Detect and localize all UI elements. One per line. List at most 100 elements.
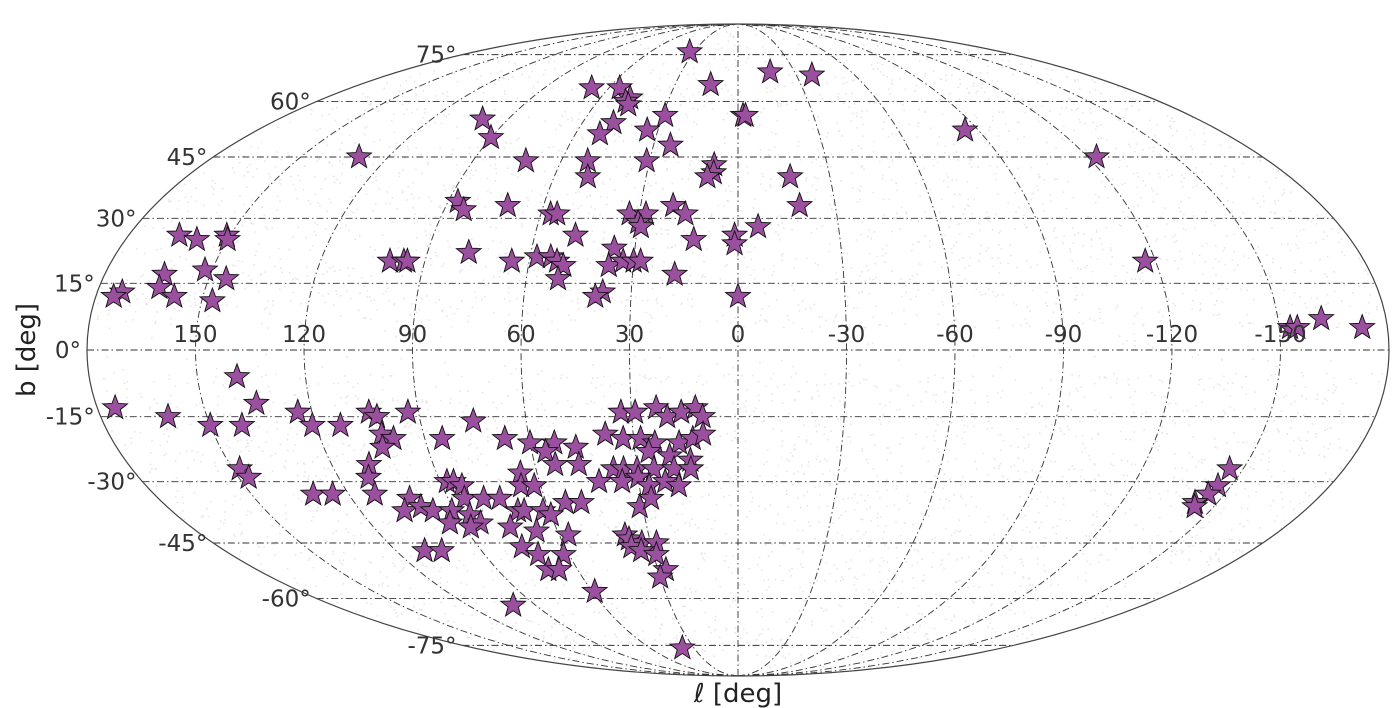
star-point-16 (477, 123, 505, 150)
star-point-162 (407, 492, 435, 519)
star-point-20 (512, 146, 540, 173)
star-point-194 (668, 633, 696, 660)
lon-tick-label: 60 (506, 322, 535, 348)
star-point-83 (242, 389, 270, 416)
star-point-125 (565, 450, 593, 477)
star-point-119 (655, 441, 684, 468)
star-point-43 (680, 225, 708, 252)
star-point-9 (468, 104, 497, 131)
star-point-65 (1131, 246, 1159, 273)
lon-tick-label: 0 (731, 322, 746, 348)
star-point-115 (368, 433, 397, 459)
star-point-175 (554, 520, 582, 547)
star-point-148 (319, 479, 347, 506)
star-point-27 (574, 162, 602, 189)
star-point-157 (637, 484, 665, 511)
star-point-160 (1181, 492, 1209, 519)
lat-tick-label: 30° (96, 206, 137, 232)
star-point-50 (600, 234, 628, 260)
star-point-183 (508, 532, 536, 559)
star-point-1 (578, 73, 606, 100)
star-point-155 (567, 488, 596, 515)
star-point-81 (1348, 313, 1376, 340)
star-point-105 (491, 424, 519, 451)
projection-outline (86, 23, 1390, 677)
star-point-35 (659, 191, 687, 218)
lat-tick-label: -30° (87, 470, 136, 496)
star-point-98 (196, 411, 224, 438)
star-point-118 (635, 437, 663, 464)
star-point-45 (720, 229, 749, 256)
lon-tick-label: -30 (828, 322, 866, 348)
lat-tick-label: 15° (54, 271, 95, 297)
star-point-49 (213, 225, 242, 252)
star-point-88 (459, 406, 487, 433)
y-axis-label: b [deg] (12, 303, 42, 397)
star-point-87 (394, 397, 422, 424)
star-point-144 (665, 471, 693, 498)
star-point-25 (700, 158, 728, 185)
star-point-104 (428, 424, 456, 451)
star-point-40 (627, 212, 655, 239)
star-point-32 (494, 191, 522, 218)
star-point-149 (361, 480, 389, 506)
lon-tick-label: -120 (1146, 322, 1198, 348)
star-point-100 (298, 411, 326, 438)
star-point-31 (450, 195, 478, 222)
star-point-56 (498, 246, 526, 273)
lon-tick-label: 30 (615, 322, 644, 348)
star-point-96 (101, 393, 129, 420)
star-point-18 (656, 130, 685, 157)
tick-labels: 150 120 90 60 30 0 -30 -60 -90 -120 -150 75° 60° 45° 3… (46, 43, 1307, 660)
star-point-73 (160, 282, 188, 309)
star-point-124 (541, 450, 569, 477)
star-point-12 (731, 101, 760, 128)
lat-tick-label: 0° (55, 338, 81, 364)
star-point-60 (549, 251, 577, 278)
star-point-69 (544, 264, 572, 291)
star-point-191 (646, 562, 674, 589)
lat-tick-label: 60° (270, 89, 311, 115)
star-point-182 (642, 540, 670, 567)
star-point-169 (537, 500, 565, 527)
star-point-80 (1307, 304, 1335, 331)
star-point-66 (150, 260, 179, 287)
star-point-28 (776, 162, 804, 189)
lat-tick-label: 75° (416, 43, 457, 69)
star-point-170 (436, 508, 464, 535)
star-point-26 (693, 162, 721, 189)
star-point-79 (1283, 313, 1311, 340)
star-point-10 (651, 101, 679, 128)
star-point-21 (633, 146, 661, 173)
star-point-51 (191, 255, 219, 282)
lat-tick-label: -45° (158, 531, 207, 557)
star-markers (100, 37, 1376, 660)
star-point-42 (561, 221, 590, 247)
star-point-131 (677, 454, 705, 481)
star-point-55 (393, 246, 421, 273)
star-point-23 (1082, 142, 1111, 169)
star-point-147 (299, 479, 327, 506)
star-point-181 (627, 536, 655, 563)
lon-tick-label: 150 (174, 322, 218, 348)
lat-tick-label: -60° (262, 587, 311, 613)
star-point-99 (228, 411, 256, 438)
star-point-82 (223, 362, 251, 389)
star-point-153 (486, 484, 514, 511)
projection-boundary (86, 23, 1390, 677)
star-point-36 (671, 199, 700, 226)
star-point-184 (524, 540, 552, 567)
x-axis-label: ℓ [deg] (693, 679, 782, 708)
star-point-76 (100, 282, 128, 309)
lat-tick-label: -75° (407, 633, 456, 659)
star-point-97 (154, 402, 182, 429)
star-point-106 (516, 428, 544, 455)
star-point-74 (198, 286, 227, 313)
lon-tick-label: -60 (936, 322, 974, 348)
star-point-133 (354, 463, 383, 490)
star-point-4 (756, 57, 784, 84)
star-point-0 (676, 37, 704, 64)
star-point-187 (428, 536, 456, 563)
star-point-47 (183, 225, 211, 252)
